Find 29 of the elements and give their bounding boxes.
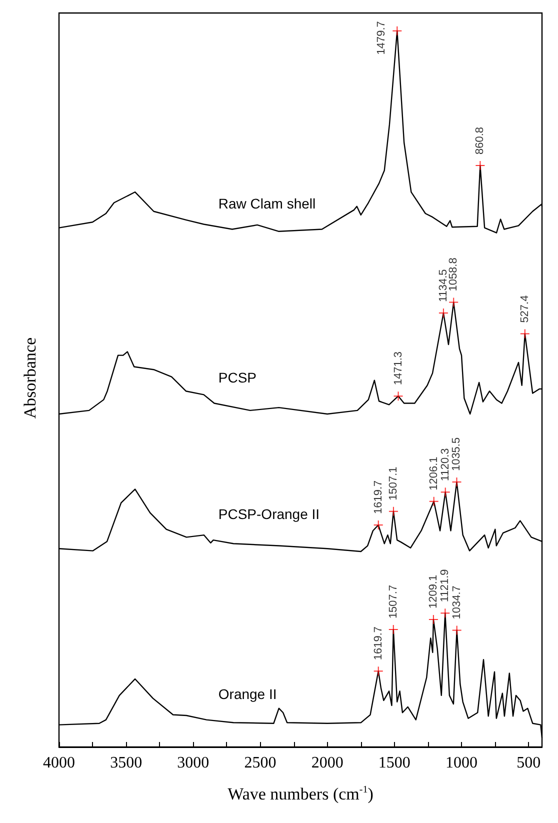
annotation: 1121.9 xyxy=(439,569,452,602)
series-label: Orange II xyxy=(218,686,277,702)
annotation: 860.8 xyxy=(474,127,486,155)
series-label: PCSP-Orange II xyxy=(218,506,320,522)
annotation: 1507.7 xyxy=(387,584,400,619)
x-tick-label: 500 xyxy=(516,754,541,772)
x-tick-label: 3500 xyxy=(110,754,142,772)
annotation: 1209.1 xyxy=(427,574,440,609)
series-label: Raw Clam shell xyxy=(218,195,316,212)
annotation: 1134.5 xyxy=(437,269,450,302)
annotation: 1034.7 xyxy=(450,586,463,620)
x-tick-label: 3000 xyxy=(177,754,210,772)
annotation: 1619.7 xyxy=(372,480,384,514)
x-tick-label: 4000 xyxy=(43,754,75,772)
annotation: 1058.8 xyxy=(448,258,460,292)
annotation: 1035.5 xyxy=(450,437,463,472)
y-axis-title: Absorbance xyxy=(20,337,40,419)
x-tick-label: 1500 xyxy=(378,754,410,772)
series-label: PCSP xyxy=(218,369,257,386)
annotation: 1120.3 xyxy=(439,448,452,482)
x-tick-label: 1000 xyxy=(446,754,478,772)
x-tick-label: 2000 xyxy=(311,754,344,772)
annotation: 1619.7 xyxy=(372,626,384,660)
annotation: 1471.3 xyxy=(392,351,404,386)
annotation: 1479.7 xyxy=(376,21,388,55)
x-tick-label: 2500 xyxy=(244,754,276,772)
annotation: 1206.1 xyxy=(428,456,440,490)
annotation: 1507.1 xyxy=(387,466,400,500)
annotation: 527.4 xyxy=(518,295,531,323)
